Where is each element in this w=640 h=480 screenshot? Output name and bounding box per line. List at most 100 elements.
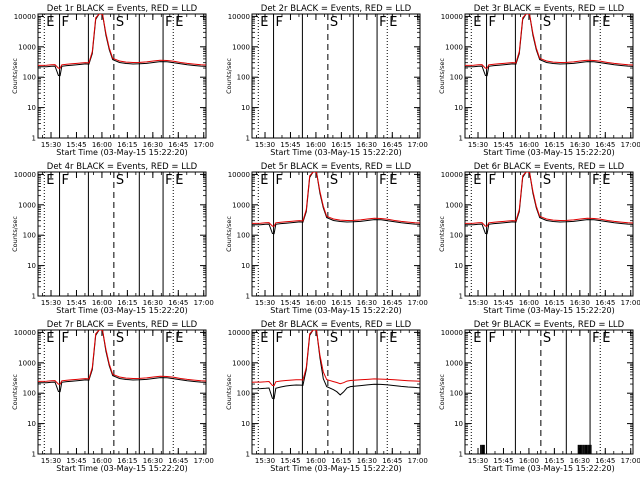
lld-series xyxy=(38,330,206,385)
x-tick-label: 16:00 xyxy=(92,141,112,149)
event-letter: E xyxy=(602,331,610,346)
x-tick-label: 15:45 xyxy=(66,141,86,149)
y-tick-label: 10 xyxy=(27,420,36,428)
event-letter: F xyxy=(276,173,283,188)
x-axis-label: Start Time (03-May-15 15:22:20) xyxy=(483,306,614,315)
x-tick-label: 16:15 xyxy=(117,457,137,465)
plot-frame xyxy=(37,13,207,139)
plot-frame xyxy=(251,13,421,139)
lld-series xyxy=(465,172,633,227)
event-letter: E xyxy=(175,173,183,188)
x-tick-label: 16:30 xyxy=(357,141,377,149)
plot-frame xyxy=(37,171,207,297)
x-tick-label: 16:00 xyxy=(306,457,326,465)
plot-frame xyxy=(464,329,634,455)
x-tick-label: 16:30 xyxy=(570,457,590,465)
x-tick-label: 15:30 xyxy=(468,299,488,307)
panel-5: Det 5r BLACK = Events, RED = LLD 1 10 100 10… xyxy=(225,162,428,315)
x-tick-label: 17:00 xyxy=(408,457,428,465)
x-tick-label: 16:15 xyxy=(544,141,564,149)
event-letter: F xyxy=(165,331,172,346)
y-tick-label: 100 xyxy=(450,232,463,240)
y-tick-label: 100 xyxy=(23,232,36,240)
panel-title: Det 2r BLACK = Events, RED = LLD xyxy=(261,4,412,14)
event-letter: F xyxy=(62,331,69,346)
y-tick-label: 1000 xyxy=(445,201,463,209)
event-letter: E xyxy=(389,331,397,346)
x-tick-label: 17:00 xyxy=(621,299,640,307)
panel-title: Det 1r BLACK = Events, RED = LLD xyxy=(47,4,198,14)
y-tick-label: 10000 xyxy=(441,171,463,179)
event-letter: E xyxy=(46,331,54,346)
lld-series xyxy=(252,330,420,387)
y-tick-label: 1000 xyxy=(232,359,250,367)
event-letter: E xyxy=(389,15,397,30)
y-tick-label: 100 xyxy=(450,390,463,398)
y-tick-label: 1 xyxy=(32,293,36,301)
plot-frame xyxy=(464,13,634,139)
y-tick-label: 100 xyxy=(237,74,250,82)
panel-title: Det 3r BLACK = Events, RED = LLD xyxy=(474,4,625,14)
x-tick-label: 15:45 xyxy=(493,299,513,307)
event-letter: S xyxy=(116,15,124,30)
event-letter: E xyxy=(175,331,183,346)
y-tick-label: 10000 xyxy=(14,13,36,21)
y-axis-label: Counts/sec xyxy=(438,374,446,410)
x-tick-label: 16:00 xyxy=(519,457,539,465)
x-tick-label: 16:00 xyxy=(306,299,326,307)
event-letter: F xyxy=(592,15,599,30)
x-tick-label: 16:15 xyxy=(331,141,351,149)
plot-frame xyxy=(251,171,421,297)
panel-title: Det 9r BLACK = Events, RED = LLD xyxy=(474,320,625,330)
x-tick-label: 16:15 xyxy=(544,299,564,307)
event-letter: F xyxy=(592,331,599,346)
x-tick-label: 15:45 xyxy=(66,457,86,465)
panel-title: Det 6r BLACK = Events, RED = LLD xyxy=(474,162,625,172)
y-tick-label: 10000 xyxy=(441,13,463,21)
event-letter: S xyxy=(543,173,551,188)
y-tick-label: 10 xyxy=(27,104,36,112)
event-letter: F xyxy=(489,173,496,188)
events-series xyxy=(252,330,420,400)
panel-title: Det 8r BLACK = Events, RED = LLD xyxy=(261,320,412,330)
event-letter: S xyxy=(330,331,338,346)
event-letter: S xyxy=(116,331,124,346)
y-axis-label: Counts/sec xyxy=(11,374,19,410)
event-letter: E xyxy=(389,173,397,188)
event-letter: S xyxy=(330,15,338,30)
y-axis-label: Counts/sec xyxy=(225,216,233,252)
events-series xyxy=(252,172,420,235)
y-axis-label: Counts/sec xyxy=(438,216,446,252)
y-tick-label: 1 xyxy=(459,293,463,301)
events-series xyxy=(38,330,206,393)
event-letter: F xyxy=(62,173,69,188)
y-tick-label: 100 xyxy=(23,390,36,398)
x-tick-label: 15:30 xyxy=(255,141,275,149)
y-tick-label: 1 xyxy=(32,451,36,459)
y-axis-label: Counts/sec xyxy=(11,58,19,94)
events-series xyxy=(465,172,633,235)
x-tick-label: 16:45 xyxy=(595,141,615,149)
event-letter: S xyxy=(116,173,124,188)
event-letter: F xyxy=(379,15,386,30)
x-tick-label: 15:45 xyxy=(66,299,86,307)
x-tick-label: 17:00 xyxy=(194,141,214,149)
y-tick-label: 100 xyxy=(450,74,463,82)
event-letter: F xyxy=(489,331,496,346)
x-tick-label: 16:30 xyxy=(143,299,163,307)
event-letter: F xyxy=(379,173,386,188)
event-letter: F xyxy=(62,15,69,30)
panel-9: Det 9r BLACK = Events, RED = LLD 1 10 100 10… xyxy=(438,320,640,473)
x-tick-label: 15:45 xyxy=(493,141,513,149)
x-tick-label: 17:00 xyxy=(621,141,640,149)
lld-series xyxy=(252,172,420,227)
panel-title: Det 7r BLACK = Events, RED = LLD xyxy=(47,320,198,330)
y-tick-label: 1 xyxy=(246,293,250,301)
x-tick-label: 16:00 xyxy=(519,299,539,307)
x-tick-label: 15:30 xyxy=(468,457,488,465)
x-tick-label: 16:00 xyxy=(306,141,326,149)
event-letter: E xyxy=(473,173,481,188)
x-tick-label: 15:30 xyxy=(41,299,61,307)
y-tick-label: 10 xyxy=(454,420,463,428)
